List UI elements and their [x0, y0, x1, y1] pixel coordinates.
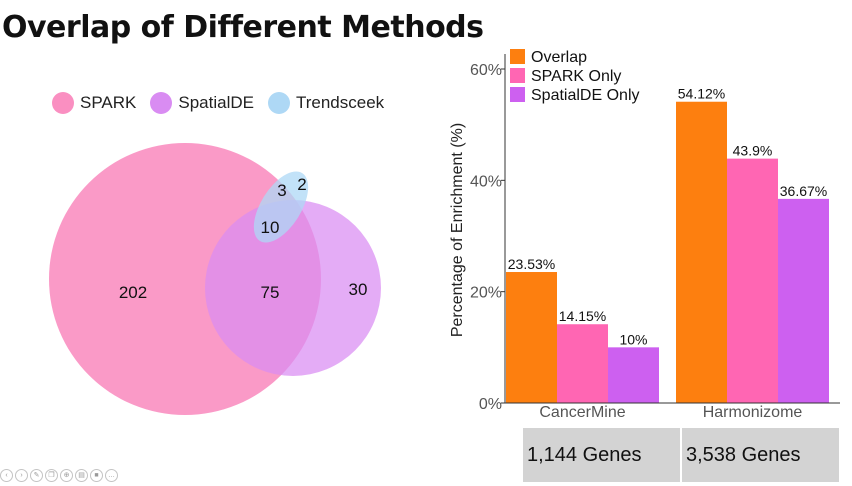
y-tick-label: 20% — [470, 285, 502, 302]
y-tick-label: 40% — [470, 173, 502, 190]
forward-icon[interactable]: › — [15, 469, 28, 482]
bar-data-label: 54.12% — [678, 86, 725, 102]
legend-label-trendsceek: Trendsceek — [295, 93, 385, 112]
more-icon[interactable]: … — [105, 469, 118, 482]
bar-cancermine-spatialde-only — [608, 347, 659, 403]
spatialde-swatch — [150, 92, 173, 114]
back-icon[interactable]: ‹ — [0, 469, 13, 482]
bar-harmonizome-spatialde-only — [778, 198, 829, 403]
pen-icon[interactable]: ✎ — [30, 469, 43, 482]
legend-label: Overlap — [531, 49, 587, 66]
trendsceek-ellipse — [253, 171, 309, 243]
bar-cancermine-overlap — [506, 272, 557, 403]
y-tick-label: 60% — [470, 62, 502, 79]
legend-swatch — [510, 87, 525, 102]
count-all-three: 10 — [261, 218, 280, 237]
legend-swatch — [510, 49, 525, 64]
count-spark-only: 202 — [119, 283, 147, 302]
legend-label-spatialde: SpatialDE — [178, 93, 254, 112]
legend-item-spark: SPARK — [52, 92, 136, 114]
camera-icon[interactable]: ■ — [90, 469, 103, 482]
page-title: Overlap of Different Methods — [2, 10, 484, 45]
bar-data-label: 10% — [619, 331, 647, 347]
bar-harmonizome-spark-only — [727, 158, 778, 403]
trendsceek-swatch — [267, 92, 290, 114]
y-tick-label: 0% — [479, 396, 502, 413]
legend-item-spatialde: SpatialDE — [150, 92, 254, 114]
count-spatialde-only: 30 — [349, 280, 368, 299]
gene-count-harmonizome: 3,538 Genes — [680, 428, 839, 482]
count-spark-spatialde: 75 — [261, 283, 280, 302]
copy-icon[interactable]: ❐ — [45, 469, 58, 482]
legend-item-trendsceek: Trendsceek — [267, 92, 385, 114]
bar-data-label: 43.9% — [733, 143, 773, 159]
legend-label-spark: SPARK — [80, 93, 137, 112]
bar-data-label: 23.53% — [508, 256, 555, 272]
venn-diagram: 202 75 30 10 3 2 — [49, 143, 381, 415]
venn-legend: SPARK SpatialDE Trendsceek — [52, 92, 384, 114]
bar-harmonizome-overlap — [676, 101, 727, 404]
gene-count-table: 1,144 Genes 3,538 Genes — [523, 428, 839, 482]
legend-label: SpatialDE Only — [531, 87, 640, 104]
count-trendsceek-only: 2 — [297, 175, 306, 194]
y-axis-label: Percentage of Enrichment (%) — [449, 123, 466, 337]
bar-data-label: 14.15% — [559, 308, 606, 324]
spatialde-circle — [205, 200, 381, 376]
x-tick-label: Harmonizome — [703, 404, 803, 421]
spark-swatch — [52, 92, 74, 114]
gene-count-cancermine: 1,144 Genes — [527, 443, 642, 466]
legend-label: SPARK Only — [531, 68, 621, 85]
slides-icon[interactable]: ▤ — [75, 469, 88, 482]
zoom-icon[interactable]: ⊕ — [60, 469, 73, 482]
bar-data-label: 36.67% — [780, 183, 827, 199]
chart-legend: Overlap SPARK Only SpatialDE Only — [510, 49, 640, 104]
legend-swatch — [510, 68, 525, 83]
bar-cancermine-spark-only — [557, 324, 608, 403]
slide-toolbar: ‹ › ✎ ❐ ⊕ ▤ ■ … — [0, 469, 118, 482]
x-tick-label: CancerMine — [539, 404, 625, 421]
count-spark-trendsceek: 3 — [277, 181, 286, 200]
